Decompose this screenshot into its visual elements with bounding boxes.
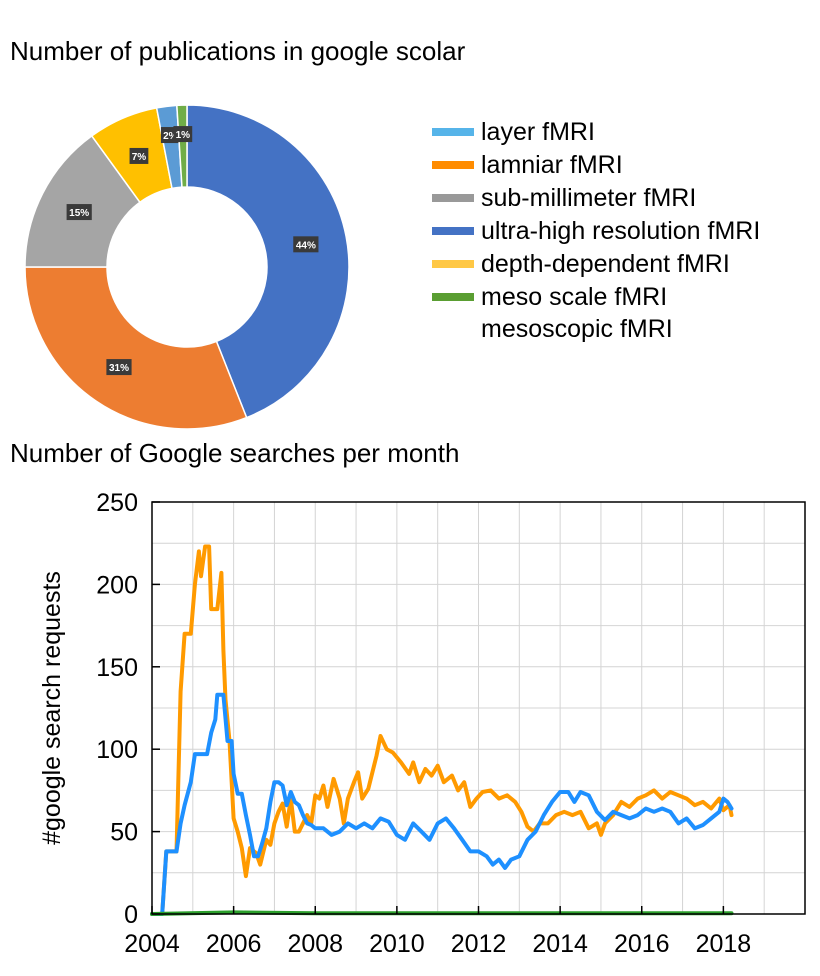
series-line-2 (150, 692, 734, 916)
pie-legend: layer fMRI lamniar fMRI sub-millimeter fMR… (432, 116, 760, 346)
legend-item-lamniar-fmri: lamniar fMRI (432, 149, 760, 181)
pie-label-box (106, 359, 132, 376)
legend-label: layer fMRI (481, 118, 595, 146)
pie-label-box (293, 236, 319, 253)
pie-label-box (129, 147, 149, 164)
y-tick-label: 0 (124, 901, 138, 929)
x-tick-label: 2016 (614, 930, 670, 958)
pie-slice-label: 1% (176, 130, 191, 141)
y-tick-label: 200 (96, 571, 138, 599)
y-tick-label: 50 (110, 819, 138, 847)
y-axis-label: #google search requests (38, 571, 66, 845)
legend-item-sub-millimeter-fmri: sub-millimeter fMRI (432, 182, 760, 214)
series-line-1 (150, 544, 734, 916)
pie-label-box (173, 126, 193, 143)
legend-label: sub-millimeter fMRI (481, 184, 697, 212)
legend-label: depth-dependent fMRI (481, 250, 730, 278)
x-tick-label: 2012 (451, 930, 507, 958)
donut-chart: 44% 31% 15% 7% 2%1% (24, 104, 350, 430)
y-tick-label: 150 (96, 654, 138, 682)
legend-swatch (432, 260, 474, 268)
legend-swatch (432, 194, 474, 202)
legend-item-layer-fmri: layer fMRI (432, 116, 760, 148)
legend-label: lamniar fMRI (481, 151, 623, 179)
x-tick-label: 2018 (696, 930, 752, 958)
legend-item-ultra-high-resolution-fmri: ultra-high resolution fMRI (432, 215, 760, 247)
pie-slice-label: 2% (163, 131, 178, 142)
x-tick-label: 2006 (206, 930, 262, 958)
line-chart-title: Number of Google searches per month (10, 438, 460, 468)
x-tick-label: 2010 (369, 930, 425, 958)
pie-slice-label: 44% (296, 240, 316, 251)
legend-label: ultra-high resolution fMRI (481, 217, 761, 245)
legend-swatch (432, 227, 474, 235)
pie-slice-label: 31% (109, 363, 129, 374)
pie-slice-label: 7% (132, 152, 147, 163)
legend-item-meso-scale-fmri: meso scale fMRI mesoscopic fMRI (432, 281, 760, 345)
legend-item-depth-dependent-fmri: depth-dependent fMRI (432, 248, 760, 280)
pie-label-box (66, 204, 92, 221)
pie-slice-ultra-high-resolution-fmri (186, 104, 350, 419)
legend-swatch (432, 128, 474, 136)
y-tick-label: 100 (96, 736, 138, 764)
legend-swatch (432, 293, 474, 301)
legend-swatch (432, 161, 474, 169)
x-tick-label: 2004 (124, 930, 180, 958)
legend-label: meso scale fMRI mesoscopic fMRI (481, 283, 673, 343)
pie-slice-lamniar-fmri (24, 266, 248, 430)
x-tick-label: 2014 (532, 930, 588, 958)
x-tick-label: 2008 (287, 930, 343, 958)
line-chart: 2004 2006 2008 2010 2012 2014 2016 2018 0 50 100 15… (38, 489, 806, 958)
pie-chart-title: Number of publications in google scolar (10, 36, 466, 66)
pie-slice-label: 15% (69, 208, 89, 219)
pie-slice-meso-scale-fmri (176, 104, 188, 188)
y-tick-label: 250 (96, 489, 138, 517)
series-line-3 (150, 910, 734, 916)
